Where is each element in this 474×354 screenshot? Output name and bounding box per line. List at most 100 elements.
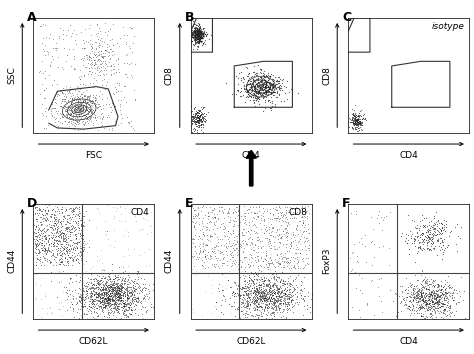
Point: [233, 87, 240, 93]
Point: [188, 307, 196, 312]
Point: [35, 229, 42, 235]
Point: [95, 44, 103, 50]
Point: [43, 218, 50, 224]
Point: [277, 253, 285, 259]
Point: [264, 77, 272, 83]
Point: [36, 236, 44, 241]
Point: [295, 218, 303, 223]
Point: [110, 305, 118, 310]
Point: [145, 262, 153, 268]
Point: [70, 126, 78, 132]
Point: [434, 297, 441, 303]
Point: [278, 309, 285, 315]
Point: [416, 299, 423, 304]
Point: [131, 296, 138, 302]
Point: [266, 105, 274, 110]
Point: [225, 240, 233, 246]
Point: [432, 295, 440, 301]
Point: [112, 293, 119, 299]
Point: [91, 100, 99, 106]
Point: [61, 254, 68, 260]
Point: [408, 291, 415, 297]
Point: [399, 297, 407, 302]
Point: [74, 218, 82, 224]
Point: [119, 293, 127, 299]
Point: [281, 296, 289, 301]
Point: [226, 239, 233, 244]
Point: [271, 301, 278, 306]
Point: [299, 214, 306, 220]
Point: [440, 226, 448, 232]
Point: [259, 205, 267, 211]
Point: [195, 21, 203, 27]
Point: [412, 292, 420, 298]
Point: [269, 81, 277, 87]
Point: [246, 309, 254, 315]
Point: [274, 74, 282, 79]
Point: [79, 103, 87, 108]
Point: [151, 310, 158, 315]
Point: [116, 316, 124, 321]
Point: [64, 105, 72, 110]
Point: [114, 298, 122, 304]
Point: [349, 110, 357, 116]
Point: [263, 282, 270, 288]
Point: [115, 283, 122, 289]
Point: [128, 307, 136, 313]
Point: [75, 294, 83, 300]
Point: [93, 280, 100, 286]
Point: [53, 100, 60, 105]
Point: [78, 246, 85, 251]
Point: [351, 269, 359, 275]
Point: [278, 256, 286, 261]
Point: [352, 118, 360, 123]
Point: [101, 297, 109, 302]
Point: [77, 232, 84, 238]
Point: [261, 85, 269, 90]
Point: [255, 76, 262, 81]
Point: [37, 229, 45, 234]
Point: [119, 298, 127, 304]
Point: [72, 205, 79, 211]
Point: [91, 60, 99, 66]
Point: [132, 306, 139, 312]
Point: [286, 259, 294, 265]
Point: [58, 125, 66, 131]
Point: [74, 220, 82, 225]
Point: [201, 41, 209, 47]
Point: [453, 241, 460, 247]
Point: [260, 68, 267, 74]
Point: [100, 286, 108, 292]
Point: [423, 282, 431, 288]
Point: [246, 97, 254, 103]
Point: [56, 115, 64, 121]
Point: [253, 94, 260, 99]
Point: [260, 293, 268, 298]
Point: [137, 300, 145, 306]
Point: [246, 316, 254, 321]
Point: [211, 214, 219, 220]
Point: [51, 238, 58, 243]
Point: [69, 256, 77, 262]
Point: [245, 219, 253, 224]
Point: [268, 259, 276, 265]
Point: [99, 301, 106, 307]
Point: [195, 32, 202, 37]
Point: [76, 248, 83, 254]
Point: [450, 297, 457, 302]
Point: [107, 284, 115, 289]
Point: [86, 99, 94, 105]
Point: [114, 309, 122, 314]
Point: [217, 303, 225, 308]
Point: [446, 302, 454, 308]
Point: [264, 92, 271, 98]
Point: [104, 296, 112, 302]
Point: [259, 90, 267, 96]
Point: [305, 242, 313, 248]
Point: [68, 253, 75, 258]
Point: [130, 298, 137, 303]
Point: [255, 282, 263, 287]
Point: [236, 295, 244, 301]
Point: [262, 88, 270, 94]
Point: [430, 232, 438, 237]
